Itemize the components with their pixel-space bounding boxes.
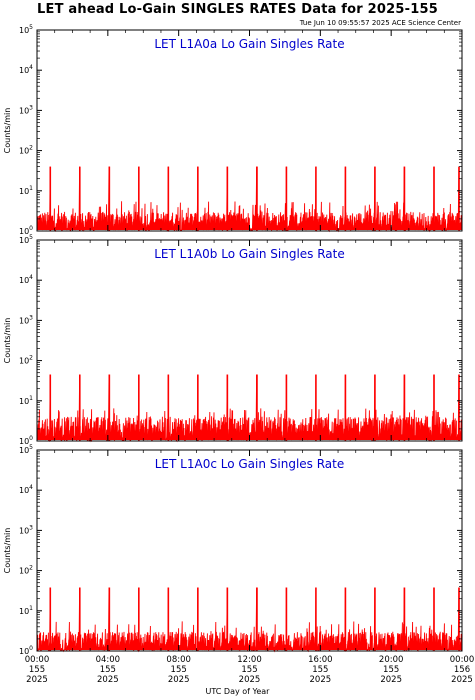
x-tick-label-year: 2025 — [380, 675, 402, 685]
y-tick-label: 105 — [19, 234, 33, 245]
y-axis-label: Counts/min — [3, 318, 12, 364]
x-tick-label-year: 2025 — [168, 675, 190, 685]
panel-title: LET L1A0b Lo Gain Singles Rate — [154, 247, 345, 261]
y-tick-label: 102 — [19, 145, 33, 156]
y-tick-label: 101 — [19, 605, 33, 616]
x-tick-label-doy: 155 — [100, 665, 116, 675]
y-tick-label: 105 — [19, 24, 33, 35]
y-tick-label: 103 — [19, 524, 33, 535]
x-tick-label-time: 00:00 — [25, 655, 50, 665]
x-tick-label-doy: 156 — [454, 665, 470, 675]
x-tick-label-doy: 155 — [29, 665, 45, 675]
series-line-1 — [36, 374, 463, 443]
x-tick-label-year: 2025 — [451, 675, 473, 685]
x-tick-label-time: 12:00 — [237, 655, 262, 665]
y-axis-label: Counts/min — [3, 528, 12, 574]
x-tick-label-doy: 155 — [241, 665, 257, 675]
plot-frame — [36, 29, 463, 232]
plot-frame — [36, 449, 463, 652]
x-tick-label-doy: 155 — [171, 665, 187, 675]
x-tick-label-time: 04:00 — [96, 655, 121, 665]
y-tick-label: 104 — [19, 274, 33, 285]
timestamp: Tue Jun 10 09:55:57 2025 ACE Science Cen… — [299, 19, 461, 27]
panel-title: LET L1A0c Lo Gain Singles Rate — [155, 457, 345, 471]
y-tick-label: 104 — [19, 64, 33, 75]
x-tick-label-year: 2025 — [310, 675, 332, 685]
series-line-2 — [36, 587, 462, 653]
x-tick-label-year: 2025 — [26, 675, 48, 685]
y-tick-label: 103 — [19, 104, 33, 115]
y-tick-label: 102 — [19, 565, 33, 576]
page-title: LET ahead Lo-Gain SINGLES RATES Data for… — [37, 2, 438, 17]
y-tick-label: 103 — [19, 314, 33, 325]
y-axis-label: Counts/min — [3, 108, 12, 154]
x-tick-label-doy: 155 — [312, 665, 328, 675]
x-tick-label-time: 00:00 — [450, 655, 475, 665]
y-tick-label: 100 — [19, 645, 33, 656]
x-axis-label: UTC Day of Year — [205, 687, 270, 696]
panel-title: LET L1A0a Lo Gain Singles Rate — [154, 37, 344, 51]
x-tick-label-year: 2025 — [97, 675, 119, 685]
y-tick-label: 105 — [19, 444, 33, 455]
x-tick-label-time: 20:00 — [379, 655, 404, 665]
x-tick-label-doy: 155 — [383, 665, 399, 675]
series-line-0 — [36, 166, 463, 233]
y-tick-label: 104 — [19, 484, 33, 495]
y-tick-label: 102 — [19, 355, 33, 366]
x-tick-label-time: 08:00 — [166, 655, 191, 665]
plot-frame — [36, 239, 463, 442]
y-tick-label: 100 — [19, 435, 33, 446]
y-tick-label: 101 — [19, 395, 33, 406]
y-tick-label: 101 — [19, 185, 33, 196]
x-tick-label-year: 2025 — [239, 675, 261, 685]
y-tick-label: 100 — [19, 225, 33, 236]
x-tick-label-time: 16:00 — [308, 655, 333, 665]
